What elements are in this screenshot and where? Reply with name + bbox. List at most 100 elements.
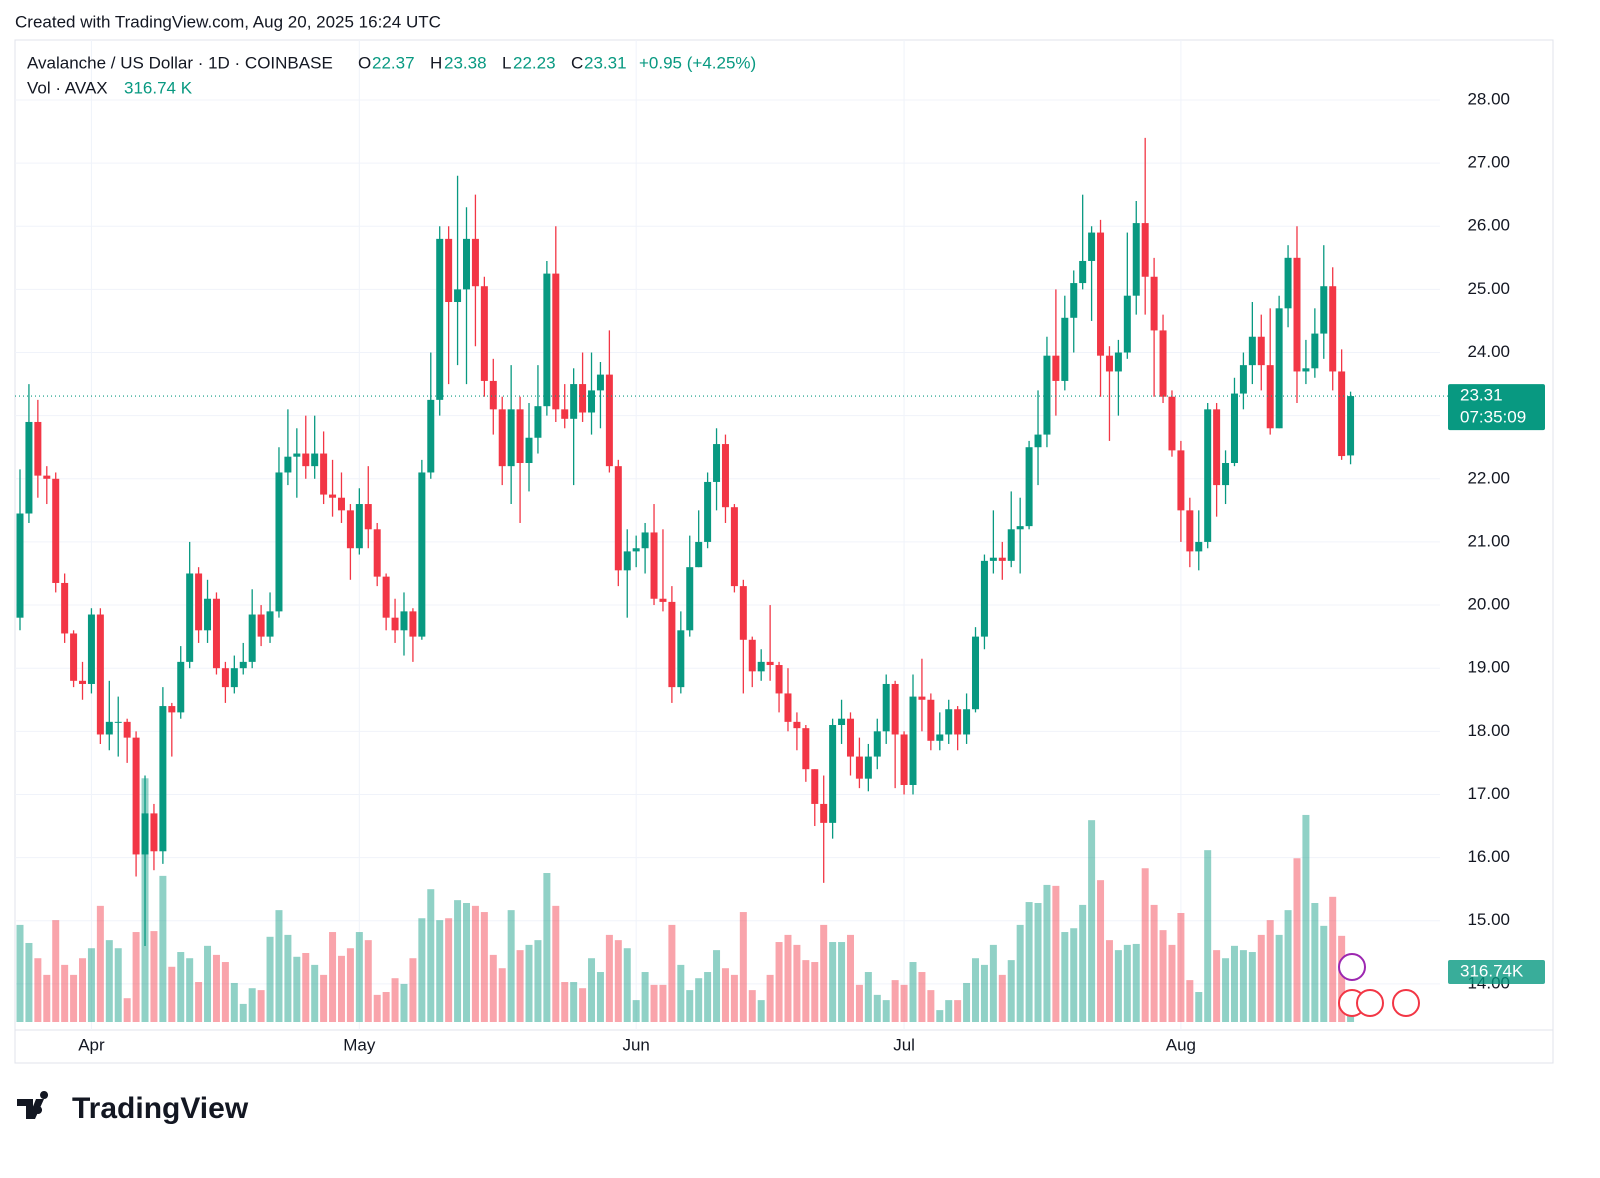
candle-body — [695, 541, 703, 568]
volume-bar — [355, 932, 363, 1022]
candle-body — [641, 532, 649, 549]
candle-body — [1204, 409, 1212, 542]
y-tick-label: 21.00 — [1467, 531, 1510, 550]
volume-bar — [721, 968, 729, 1022]
volume-bar — [1239, 950, 1247, 1022]
volume-bar — [212, 954, 220, 1022]
volume-bar — [257, 990, 265, 1022]
candle-body — [713, 444, 721, 482]
volume-tag — [1448, 960, 1545, 984]
candle-body — [320, 453, 328, 495]
volume-bar — [1043, 884, 1051, 1022]
volume-bar — [793, 944, 801, 1022]
candle-body — [1266, 365, 1274, 429]
candle-body — [114, 721, 122, 723]
candle-body — [364, 504, 372, 530]
volume-bar — [686, 990, 694, 1022]
ohlc-value: 23.38 — [444, 53, 487, 72]
volume-bar — [579, 988, 587, 1022]
volume-bar — [1052, 885, 1060, 1022]
candle-body — [132, 737, 140, 855]
candle-body — [471, 238, 479, 287]
y-tick-label: 18.00 — [1467, 721, 1510, 740]
volume-bar — [61, 964, 69, 1022]
candle-body — [1230, 393, 1238, 464]
volume-bar — [855, 984, 863, 1022]
candle-body — [838, 718, 846, 726]
candle-body — [52, 478, 60, 583]
candle-body — [579, 384, 587, 413]
candle-body — [793, 721, 801, 729]
candle-body — [329, 494, 337, 498]
candle-body — [989, 557, 997, 561]
volume-bar — [1311, 903, 1319, 1022]
volume-bar — [204, 945, 212, 1022]
volume-bar — [614, 940, 622, 1022]
volume-bar — [463, 903, 470, 1022]
candle-body — [150, 813, 158, 852]
ohlc-label: L — [502, 53, 511, 72]
candle-body — [239, 661, 247, 669]
volume-bar — [891, 980, 899, 1022]
volume-bar — [1070, 928, 1078, 1022]
volume-bar — [1248, 952, 1256, 1022]
volume-bar — [1150, 904, 1158, 1022]
candle-body — [1034, 434, 1042, 448]
volume-tag-value: 316.74K — [1460, 961, 1524, 980]
candle-body — [70, 633, 78, 681]
volume-bar — [96, 905, 104, 1022]
volume-bar — [1168, 944, 1176, 1022]
candle-body — [1311, 333, 1319, 369]
candle-body — [373, 529, 381, 577]
volume-bar — [364, 940, 372, 1022]
candle-body — [1338, 371, 1346, 457]
candle-body — [570, 384, 578, 419]
event-icons — [1338, 953, 1420, 1017]
candle-body — [1061, 317, 1069, 381]
candle-body — [61, 582, 69, 634]
candle-body — [668, 601, 676, 688]
candle-body — [1257, 336, 1265, 366]
candle-body — [980, 560, 988, 637]
candle-body — [721, 444, 729, 508]
candle-body — [748, 639, 756, 672]
volume-bar — [677, 964, 685, 1022]
candle-body — [195, 573, 203, 631]
candle-body — [346, 510, 354, 549]
candle-body — [1016, 526, 1024, 530]
volume-bar — [1097, 880, 1105, 1022]
volume-bar — [954, 1000, 962, 1022]
volume-bar — [337, 955, 345, 1022]
volume-bar — [1159, 930, 1167, 1022]
candle-body — [1052, 355, 1060, 381]
candle-body — [293, 453, 301, 457]
candle-body — [1302, 368, 1310, 372]
candle-body — [418, 472, 426, 637]
volume-bar — [829, 942, 837, 1022]
candle-body — [454, 289, 462, 303]
volume-bar — [561, 982, 569, 1022]
volume-bar — [641, 972, 649, 1022]
candle-body — [784, 693, 792, 722]
candle-body — [87, 614, 95, 684]
candle-body — [918, 696, 926, 700]
candle-body — [337, 497, 345, 511]
volume-bar — [230, 982, 238, 1022]
volume-bar — [1186, 980, 1194, 1022]
volume-bar — [489, 954, 497, 1022]
volume-bar — [1195, 992, 1203, 1022]
volume-bar — [588, 958, 596, 1022]
volume-bar — [936, 1010, 944, 1022]
volume-bar — [1302, 814, 1310, 1022]
candle-body — [204, 598, 212, 631]
candle-body — [1186, 510, 1194, 552]
volume-bar — [454, 900, 462, 1022]
volume-bar — [963, 982, 971, 1022]
candle-body — [355, 504, 363, 549]
volume-bar — [34, 958, 42, 1022]
candle-body — [230, 668, 238, 688]
candle-body — [141, 813, 149, 855]
candle-body — [632, 548, 640, 552]
candle-body — [614, 466, 622, 571]
